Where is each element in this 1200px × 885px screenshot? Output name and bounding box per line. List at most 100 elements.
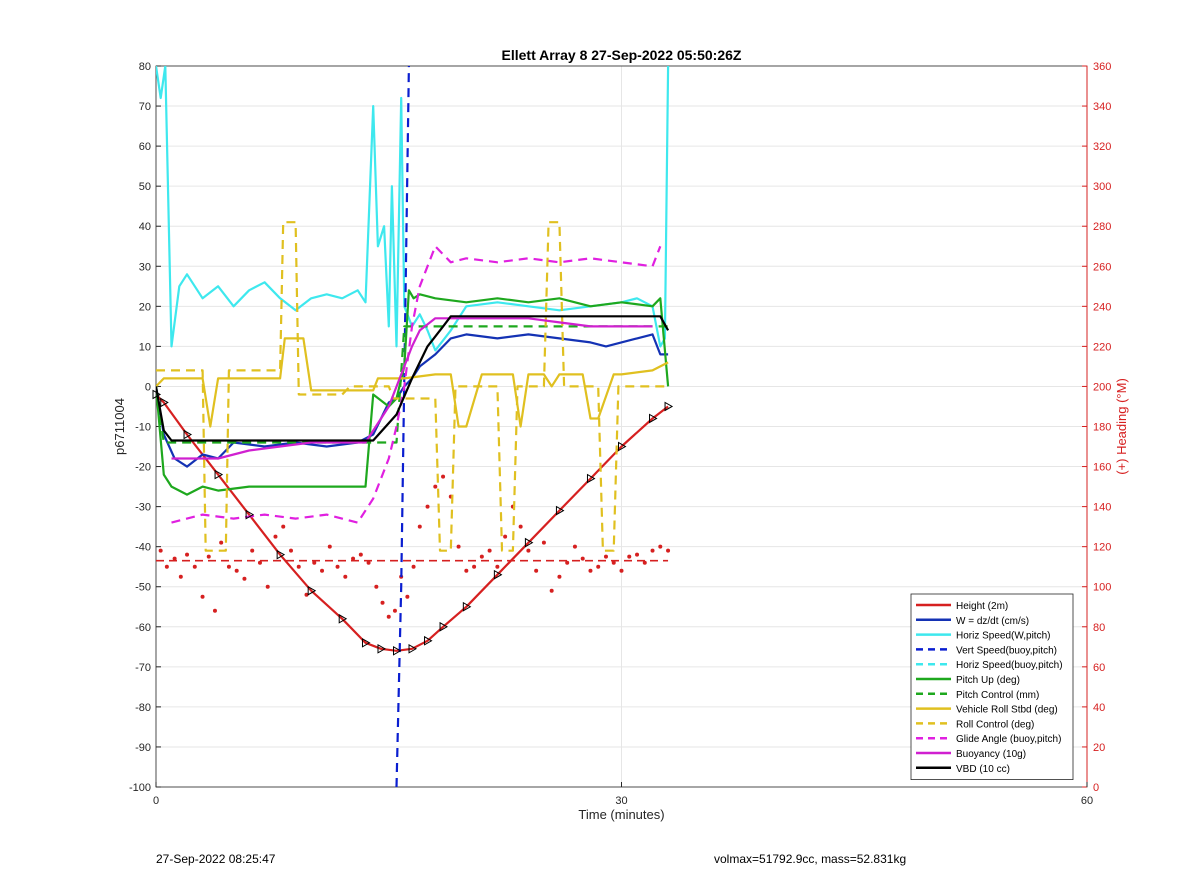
y-tick-label: -20 bbox=[135, 462, 151, 474]
y-tick-label: 40 bbox=[139, 221, 151, 233]
series-line-3 bbox=[395, 66, 410, 787]
heading-point bbox=[417, 524, 422, 529]
height-marker bbox=[618, 441, 627, 452]
height-marker bbox=[393, 645, 402, 656]
height-marker bbox=[152, 389, 162, 400]
y-axis-label: p6711004 bbox=[112, 398, 127, 455]
heading-point bbox=[172, 556, 177, 561]
y2-tick-label: 20 bbox=[1093, 742, 1105, 754]
y-tick-label: -60 bbox=[135, 622, 151, 634]
heading-point bbox=[433, 484, 438, 489]
x-tick-label: 30 bbox=[615, 795, 627, 807]
heading-point bbox=[619, 568, 624, 573]
y-tick-label: -90 bbox=[135, 742, 151, 754]
y2-tick-label: 360 bbox=[1093, 61, 1111, 73]
heading-point bbox=[650, 548, 655, 553]
y2-tick-label: 160 bbox=[1093, 462, 1111, 474]
height-marker bbox=[493, 569, 503, 580]
height-marker bbox=[408, 643, 418, 654]
height-marker bbox=[183, 429, 193, 440]
chart-title: Ellett Array 8 27-Sep-2022 05:50:26Z bbox=[502, 47, 742, 63]
heading-point bbox=[358, 552, 363, 557]
heading-point bbox=[472, 564, 477, 569]
heading-point bbox=[257, 560, 262, 565]
height-marker bbox=[649, 413, 658, 424]
height-marker bbox=[276, 549, 286, 560]
heading-point bbox=[658, 544, 663, 549]
heading-point bbox=[219, 540, 224, 545]
series-line-11 bbox=[156, 315, 670, 442]
y-tick-label: 60 bbox=[139, 141, 151, 153]
y-tick-label: -50 bbox=[135, 582, 151, 594]
legend-label: W = dz/dt (cm/s) bbox=[956, 616, 1029, 627]
y2-tick-label: 280 bbox=[1093, 221, 1111, 233]
height-marker bbox=[424, 635, 433, 646]
legend-label: Pitch Control (mm) bbox=[956, 690, 1039, 701]
y-tick-label: 30 bbox=[139, 261, 151, 273]
heading-point bbox=[627, 554, 632, 559]
heading-point bbox=[411, 564, 416, 569]
heading-point bbox=[380, 600, 385, 605]
heading-point bbox=[603, 554, 608, 559]
legend-label: Height (2m) bbox=[956, 601, 1008, 612]
y2-tick-label: 240 bbox=[1093, 301, 1111, 313]
heading-point bbox=[242, 576, 247, 581]
heading-point bbox=[200, 594, 205, 599]
heading-point bbox=[441, 474, 446, 479]
y2-tick-label: 60 bbox=[1093, 662, 1105, 674]
heading-point bbox=[164, 564, 169, 569]
footer-timestamp: 27-Sep-2022 08:25:47 bbox=[156, 852, 276, 866]
series-line-0 bbox=[156, 393, 669, 652]
series-line-9 bbox=[171, 245, 662, 524]
legend-label: Vert Speed(buoy,pitch) bbox=[956, 645, 1057, 656]
y-tick-label: 50 bbox=[139, 181, 151, 193]
heading-point bbox=[335, 564, 340, 569]
heading-point bbox=[281, 524, 286, 529]
height-marker bbox=[214, 469, 224, 480]
heading-point bbox=[273, 534, 278, 539]
heading-point bbox=[234, 568, 239, 573]
heading-point bbox=[185, 552, 190, 557]
heading-point bbox=[456, 544, 461, 549]
heading-point bbox=[226, 564, 231, 569]
legend-label: Buoyancy (10g) bbox=[956, 749, 1026, 760]
series-line-6 bbox=[156, 325, 669, 444]
y2-tick-label: 300 bbox=[1093, 181, 1111, 193]
heading-point bbox=[250, 548, 255, 553]
heading-point bbox=[487, 548, 492, 553]
height-marker bbox=[586, 473, 596, 484]
y-tick-label: -30 bbox=[135, 502, 151, 514]
y2-tick-label: 0 bbox=[1093, 782, 1099, 794]
height-marker bbox=[524, 537, 534, 548]
heading-point bbox=[503, 534, 508, 539]
height-marker bbox=[462, 601, 472, 612]
heading-point bbox=[288, 548, 293, 553]
heading-point bbox=[425, 504, 430, 509]
y2-tick-label: 40 bbox=[1093, 702, 1105, 714]
heading-point bbox=[296, 564, 301, 569]
heading-point bbox=[206, 554, 211, 559]
heading-point bbox=[320, 568, 325, 573]
y-tick-label: 0 bbox=[145, 381, 151, 393]
heading-point bbox=[541, 540, 546, 545]
series-line-7 bbox=[156, 337, 669, 428]
heading-point bbox=[265, 584, 270, 589]
heading-point bbox=[666, 548, 671, 553]
height-marker bbox=[338, 613, 348, 624]
y2-tick-label: 220 bbox=[1093, 341, 1111, 353]
height-marker bbox=[245, 509, 255, 520]
y-tick-label: -40 bbox=[135, 542, 151, 554]
y2-tick-label: 180 bbox=[1093, 422, 1111, 434]
height-marker bbox=[664, 401, 674, 412]
heading-point bbox=[635, 552, 640, 557]
legend-label: Vehicle Roll Stbd (deg) bbox=[956, 705, 1058, 716]
heading-point bbox=[374, 584, 379, 589]
legend-label: Pitch Up (deg) bbox=[956, 675, 1020, 686]
y-tick-label: -70 bbox=[135, 662, 151, 674]
y2-tick-label: 140 bbox=[1093, 502, 1111, 514]
heading-point bbox=[534, 568, 539, 573]
legend-label: Horiz Speed(W,pitch) bbox=[956, 631, 1050, 642]
y-tick-label: 20 bbox=[139, 301, 151, 313]
heading-point bbox=[312, 560, 317, 565]
